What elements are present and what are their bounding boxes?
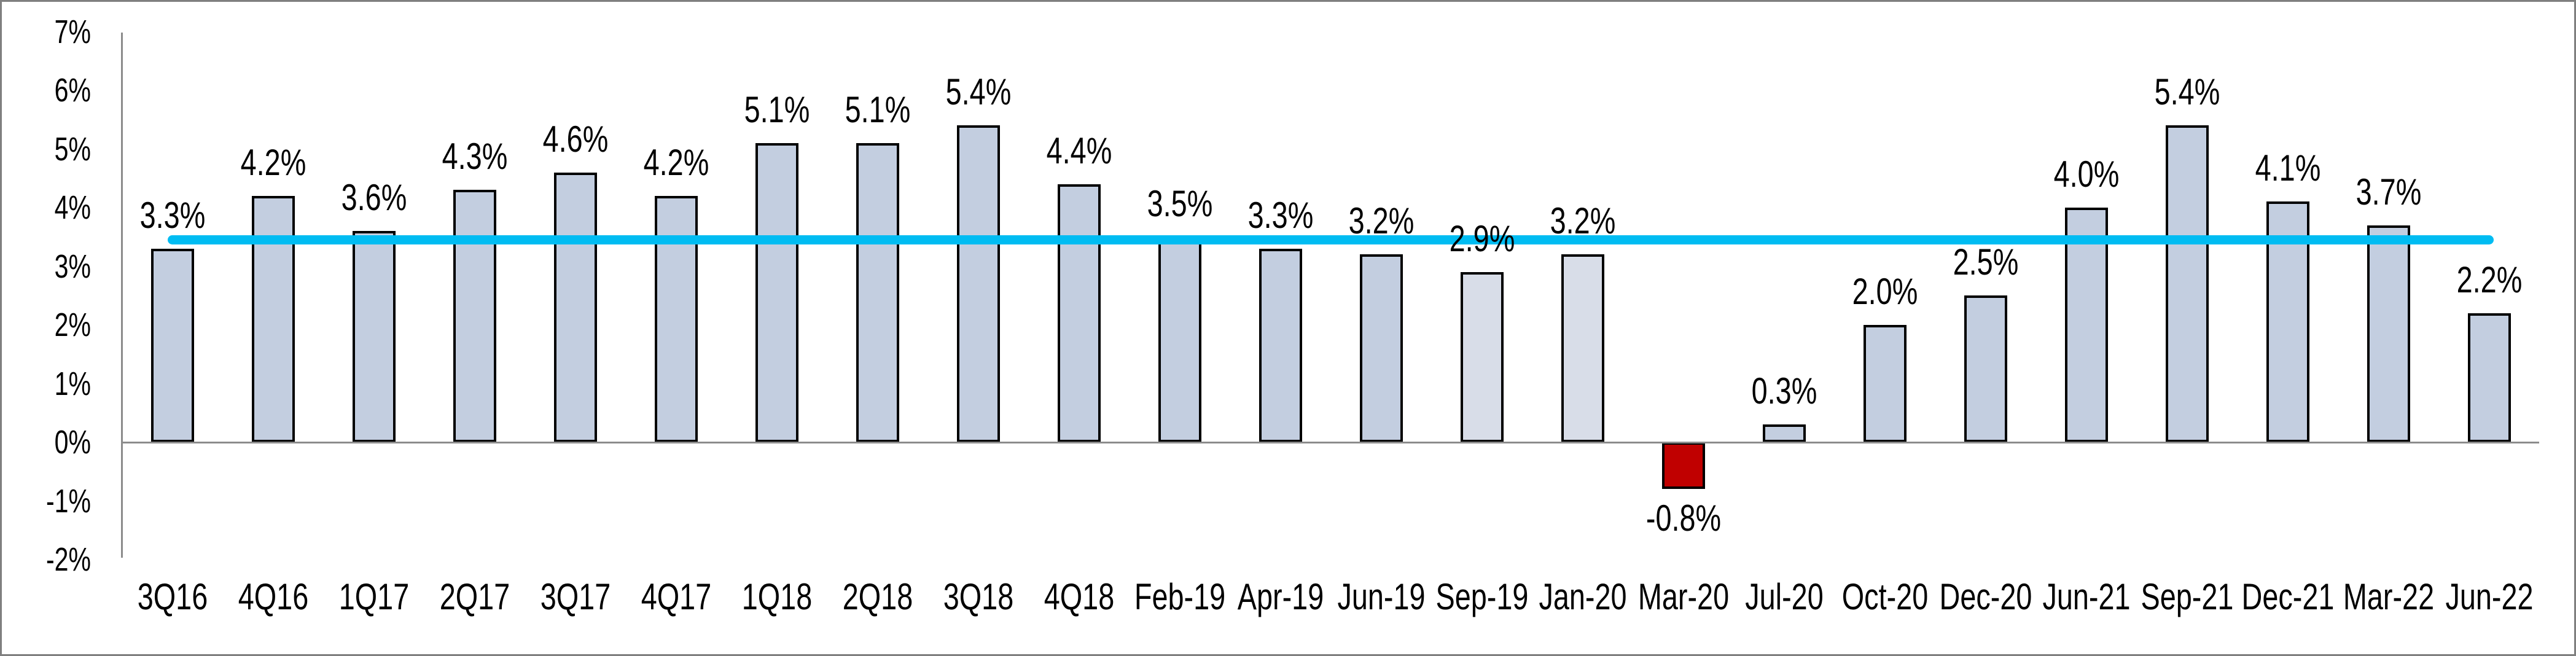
x-axis-category-label: Mar-22 — [2343, 576, 2434, 617]
x-axis-category-label: 1Q17 — [338, 576, 409, 617]
x-axis-category-label: Jul-20 — [1744, 576, 1824, 617]
y-axis-tick-label: -1% — [46, 482, 91, 520]
bar — [1561, 254, 1604, 442]
bar-value-label: 2.9% — [1449, 218, 1515, 260]
bar-value-label: 4.4% — [1046, 130, 1112, 171]
bar-value-label: 4.2% — [643, 141, 709, 183]
bar — [352, 231, 396, 442]
y-axis-tick-label: 5% — [54, 130, 91, 168]
x-axis-category-label: Apr-19 — [1237, 576, 1324, 617]
x-axis-category-label: Mar-20 — [1637, 576, 1729, 617]
bar-value-label: 4.1% — [2255, 147, 2320, 189]
y-axis-line — [120, 33, 123, 558]
x-axis-category-label: Jun-22 — [2445, 576, 2534, 617]
y-axis-tick-label: 6% — [54, 72, 91, 109]
x-axis-category-label: Sep-21 — [2141, 576, 2233, 617]
bar-value-label: 5.4% — [945, 71, 1011, 113]
x-axis-category-label: 2Q18 — [842, 576, 913, 617]
bar-value-label: 4.3% — [442, 136, 507, 178]
bar — [654, 195, 698, 442]
bar-value-label: 0.3% — [1751, 370, 1817, 412]
x-axis-category-label: Sep-19 — [1435, 576, 1528, 617]
bar — [755, 143, 798, 442]
bar-value-label: -0.8% — [1645, 498, 1721, 539]
bar — [1661, 442, 1705, 490]
bar-value-label: 3.5% — [1147, 182, 1212, 224]
bar — [2467, 313, 2511, 442]
x-axis-category-label: Dec-21 — [2241, 576, 2334, 617]
bar — [1158, 236, 1201, 442]
y-axis-tick-label: 1% — [54, 365, 91, 402]
bar — [150, 248, 194, 442]
bar — [1057, 184, 1101, 442]
bar — [1863, 325, 1907, 442]
bar-value-label: 5.1% — [845, 88, 910, 130]
y-axis-tick-label: 2% — [54, 307, 91, 343]
bar-value-label: 4.0% — [2053, 154, 2119, 195]
bar-value-label: 5.4% — [2154, 71, 2220, 113]
bar-value-label: 2.0% — [1852, 271, 1918, 312]
bar — [2367, 225, 2410, 442]
bar — [1762, 424, 1806, 442]
bar-value-label: 3.2% — [1348, 200, 1414, 242]
x-axis-category-label: 1Q18 — [741, 576, 812, 617]
y-axis-tick-label: 0% — [54, 424, 91, 461]
x-axis-category-label: 2Q17 — [439, 576, 510, 617]
bar-value-label: 2.5% — [1953, 241, 2018, 283]
x-axis-category-label: Oct-20 — [1841, 576, 1928, 617]
bar-value-label: 3.2% — [1550, 200, 1615, 242]
bar — [553, 172, 597, 442]
bar — [1964, 295, 2007, 442]
x-axis-category-label: Jan-20 — [1538, 576, 1627, 617]
x-axis-category-label: 4Q17 — [641, 576, 711, 617]
bar-value-label: 3.3% — [139, 194, 205, 236]
bar — [2165, 125, 2209, 442]
bar-value-label: 4.2% — [240, 141, 306, 183]
y-axis-tick-label: 7% — [54, 13, 91, 50]
bar — [1259, 248, 1302, 442]
bar-value-label: 2.2% — [2456, 259, 2522, 300]
x-axis-category-label: Dec-20 — [1939, 576, 2032, 617]
bar — [453, 190, 496, 442]
x-axis-category-label: Jun-21 — [2042, 576, 2131, 617]
bar-value-label: 3.7% — [2355, 171, 2421, 213]
bar-value-label: 5.1% — [744, 88, 810, 130]
bar — [1359, 254, 1403, 442]
y-axis-tick-label: -2% — [46, 541, 91, 578]
bar — [956, 125, 1000, 442]
bar — [1460, 272, 1504, 442]
bar — [856, 143, 899, 442]
x-axis-category-label: 4Q18 — [1044, 576, 1114, 617]
x-axis-baseline — [122, 441, 2539, 443]
x-axis-category-label: Feb-19 — [1134, 576, 1225, 617]
bar-value-label: 3.3% — [1247, 194, 1313, 236]
x-axis-category-label: 4Q16 — [238, 576, 308, 617]
bar — [251, 195, 295, 442]
y-axis-tick-label: 3% — [54, 248, 91, 285]
x-axis-category-label: 3Q17 — [540, 576, 611, 617]
x-axis-category-label: 3Q16 — [137, 576, 208, 617]
x-axis-category-label: Jun-19 — [1337, 576, 1426, 617]
y-axis-tick-label: 4% — [54, 189, 91, 226]
x-axis-category-label: 3Q18 — [943, 576, 1013, 617]
average-reference-line — [168, 235, 2494, 245]
bar — [2064, 208, 2108, 442]
bar-value-label: 4.6% — [542, 118, 608, 160]
bar-value-label: 3.6% — [341, 177, 407, 219]
